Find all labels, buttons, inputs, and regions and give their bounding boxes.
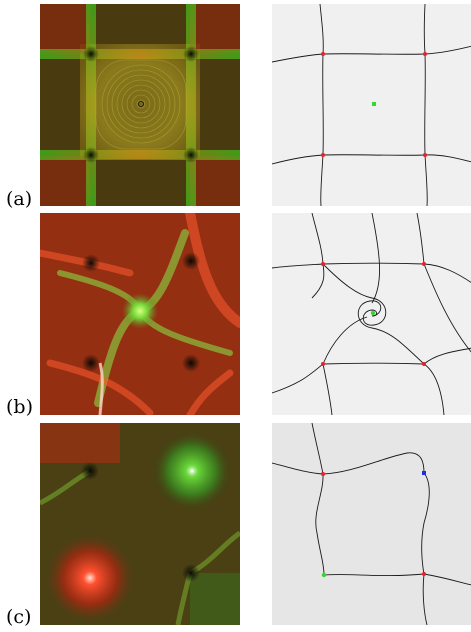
- row-label-c: (c): [6, 606, 32, 628]
- lic-image-b: [40, 213, 240, 415]
- saddle-point: [321, 362, 325, 366]
- row-label-b: (b): [6, 396, 33, 418]
- saddle-point: [321, 262, 325, 266]
- topology-panel-c: [272, 423, 471, 625]
- topology-background: [272, 4, 471, 206]
- sink-point: [321, 572, 327, 578]
- topology-panel-a: [272, 4, 471, 206]
- saddle-point: [321, 153, 325, 157]
- topology-graph-b: [272, 213, 471, 415]
- lic-panel-c: [40, 423, 240, 625]
- source-point: [422, 471, 426, 475]
- topology-graph-a: [272, 4, 471, 206]
- lic-panel-b: [40, 213, 240, 415]
- row-label-a: (a): [6, 188, 33, 210]
- topology-background: [272, 423, 471, 625]
- lic-panel-a: [40, 4, 240, 206]
- saddle-point: [422, 572, 426, 576]
- saddle-point: [423, 153, 427, 157]
- saddle-point: [321, 472, 325, 476]
- topology-graph-c: [272, 423, 471, 625]
- topology-panel-b: [272, 213, 471, 415]
- saddle-point: [321, 52, 325, 56]
- separatrices: [272, 423, 471, 625]
- lic-image-c: [40, 423, 240, 625]
- lic-image-a: [40, 4, 240, 206]
- saddle-point: [422, 362, 426, 366]
- saddle-point: [423, 52, 427, 56]
- center-point: [372, 102, 376, 106]
- spiral-point: [370, 310, 376, 316]
- separatrices: [272, 4, 471, 206]
- saddle-point: [422, 262, 426, 266]
